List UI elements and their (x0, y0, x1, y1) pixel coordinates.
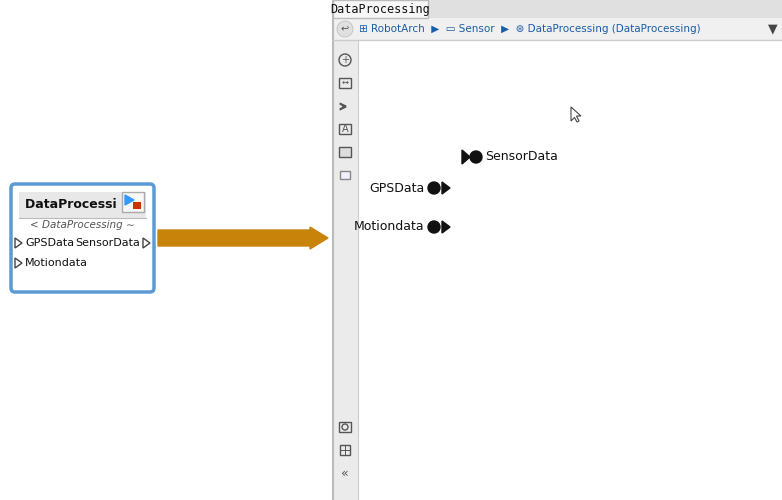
Bar (333, 18, 782, 40)
Polygon shape (125, 195, 134, 205)
Text: ⊞ RobotArch  ▶  ▭ Sensor  ▶  ⊛ DataProcessing (DataProcessing): ⊞ RobotArch ▶ ▭ Sensor ▶ ⊛ DataProcessin… (359, 24, 701, 34)
Bar (339, 124, 351, 134)
FancyBboxPatch shape (11, 184, 154, 292)
Text: GPSData: GPSData (25, 238, 74, 248)
Circle shape (428, 221, 440, 233)
Text: ↔: ↔ (342, 78, 349, 86)
Text: ↩: ↩ (341, 24, 349, 34)
Polygon shape (442, 182, 450, 194)
Bar (333, 0, 782, 500)
Polygon shape (571, 107, 581, 122)
Text: DataProcessi: DataProcessi (25, 198, 119, 210)
Text: ▼: ▼ (769, 22, 778, 36)
Text: Motiondata: Motiondata (25, 258, 88, 268)
Polygon shape (15, 258, 22, 268)
Polygon shape (143, 238, 150, 248)
Bar (0, 0, 333, 500)
Bar (339, 422, 351, 432)
Text: A: A (342, 124, 348, 134)
Text: GPSData: GPSData (369, 182, 424, 194)
FancyArrow shape (158, 227, 328, 249)
Text: SensorData: SensorData (485, 150, 558, 164)
Text: SensorData: SensorData (75, 238, 140, 248)
Text: DataProcessing: DataProcessing (330, 2, 430, 16)
Polygon shape (15, 238, 22, 248)
Polygon shape (442, 221, 450, 233)
Bar (340, 171, 350, 179)
Text: < DataProcessing ∼: < DataProcessing ∼ (30, 220, 135, 230)
Bar (333, 0, 782, 18)
Bar (339, 147, 351, 157)
Bar (333, 40, 358, 500)
Text: «: « (341, 466, 349, 479)
Circle shape (428, 182, 440, 194)
Text: Motiondata: Motiondata (353, 220, 424, 234)
Circle shape (470, 151, 482, 163)
Text: +: + (341, 55, 349, 65)
Bar (19, 192, 146, 218)
Polygon shape (462, 150, 470, 164)
Bar (339, 78, 351, 88)
Bar (340, 445, 350, 455)
FancyBboxPatch shape (122, 192, 144, 212)
Bar (133, 202, 141, 209)
Circle shape (337, 21, 353, 37)
FancyBboxPatch shape (333, 0, 428, 18)
